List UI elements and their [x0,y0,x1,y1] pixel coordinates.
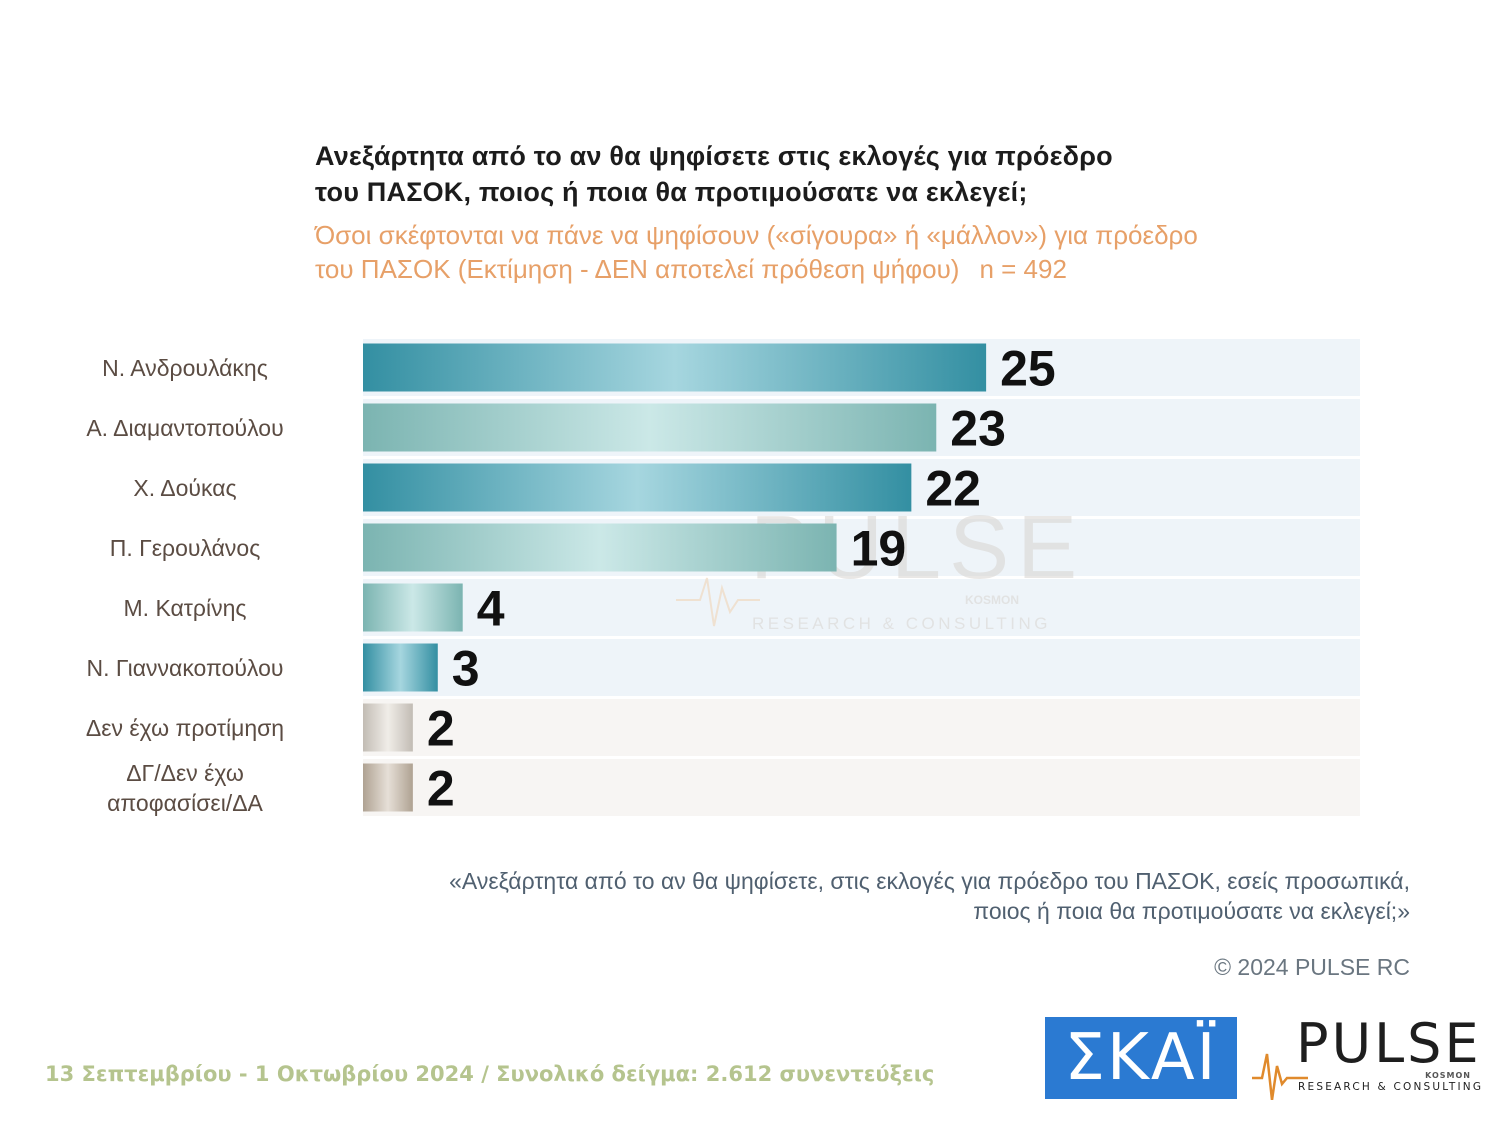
category-label: Ν. Γιαννακοπούλου [60,654,310,682]
row-background [363,639,1360,696]
question-note: «Ανεξάρτητα από το αν θα ψηφίσετε, στις … [300,866,1410,926]
bar [363,583,463,632]
pulse-logo-word: PULSE [1296,1012,1482,1075]
bar [363,763,413,812]
category-label-line: ΔΓ/Δεν έχω [126,759,244,786]
pulse-logo-wave-icon [1252,1053,1308,1100]
question-note-line-2: ποιος ή ποια θα προτιμούσατε να εκλεγεί;… [973,898,1410,924]
pulse-logo: PULSE KOSMON RESEARCH & CONSULTING [1250,1014,1481,1100]
category-label: Δεν έχω προτίμηση [60,714,310,742]
category-label: Χ. Δούκας [60,474,310,502]
category-label: Π. Γερουλάνος [60,534,310,562]
category-label-line: Χ. Δούκας [133,474,237,501]
row-background [363,579,1360,636]
watermark-sub: KOSMON [965,593,1019,607]
copyright: © 2024 PULSE RC [1214,954,1410,980]
category-label-line: Α. Διαμαντοπούλου [86,414,284,441]
category-label: Α. Διαμαντοπούλου [60,414,310,442]
data-label: 2 [427,701,455,757]
bar [363,463,912,512]
data-label: 2 [427,761,455,817]
bar [363,523,837,572]
category-label-line: αποφασίσει/ΔΑ [107,789,263,816]
chart-subtitle: Όσοι σκέφτονται να πάνε να ψηφίσουν («σί… [315,218,1315,286]
data-label: 22 [925,461,981,517]
category-label: Μ. Κατρίνης [60,594,310,622]
bar [363,403,937,452]
bar-chart: PULSE KOSMON RESEARCH & CONSULTING 25232… [363,339,1360,817]
pulse-logo-tagline: RESEARCH & CONSULTING [1298,1081,1484,1093]
row-background [363,759,1360,816]
category-label: ΔΓ/Δεν έχω αποφασίσει/ΔΑ [60,758,310,818]
category-label-line: Μ. Κατρίνης [123,594,247,621]
chart-title-line-1: Ανεξάρτητα από το αν θα ψηφίσετε στις εκ… [315,141,1113,171]
skai-logo-text: ΣΚΑΪ [1064,1021,1218,1095]
data-label: 4 [477,581,505,637]
category-label-line: Δεν έχω προτίμηση [85,714,285,741]
chart-subtitle-line-1: Όσοι σκέφτονται να πάνε να ψηφίσουν («σί… [315,220,1198,250]
chart-subtitle-line-2: του ΠΑΣΟΚ (Εκτίμηση - ΔΕΝ αποτελεί πρόθε… [315,254,960,284]
data-label: 25 [1000,341,1056,397]
bars [363,343,987,812]
category-label-line: Π. Γερουλάνος [109,534,261,561]
sample-size: n = 492 [979,254,1067,284]
chart-title-line-2: του ΠΑΣΟΚ, ποιος ή ποια θα προτιμούσατε … [315,177,1028,207]
category-label-line: Ν. Γιαννακοπούλου [86,654,284,681]
chart-title: Ανεξάρτητα από το αν θα ψηφίσετε στις εκ… [315,138,1215,210]
question-note-line-1: «Ανεξάρτητα από το αν θα ψηφίσετε, στις … [449,868,1410,894]
skai-logo: ΣΚΑΪ [1045,1017,1237,1099]
bar [363,343,987,392]
category-label: Ν. Ανδρουλάκης [60,354,310,382]
row-background [363,699,1360,756]
watermark-pulse-line [676,577,760,627]
watermark-tagline: RESEARCH & CONSULTING [752,614,1051,633]
data-label: 23 [950,401,1006,457]
pulse-logo-sub: KOSMON [1425,1071,1471,1080]
fieldwork-info: 13 Σεπτεμβρίου - 1 Οκτωβρίου 2024 / Συνο… [45,1062,935,1086]
data-label: 3 [452,641,480,697]
bar [363,643,438,692]
data-label: 19 [851,521,907,577]
category-label-line: Ν. Ανδρουλάκης [102,354,268,381]
bar [363,703,413,752]
